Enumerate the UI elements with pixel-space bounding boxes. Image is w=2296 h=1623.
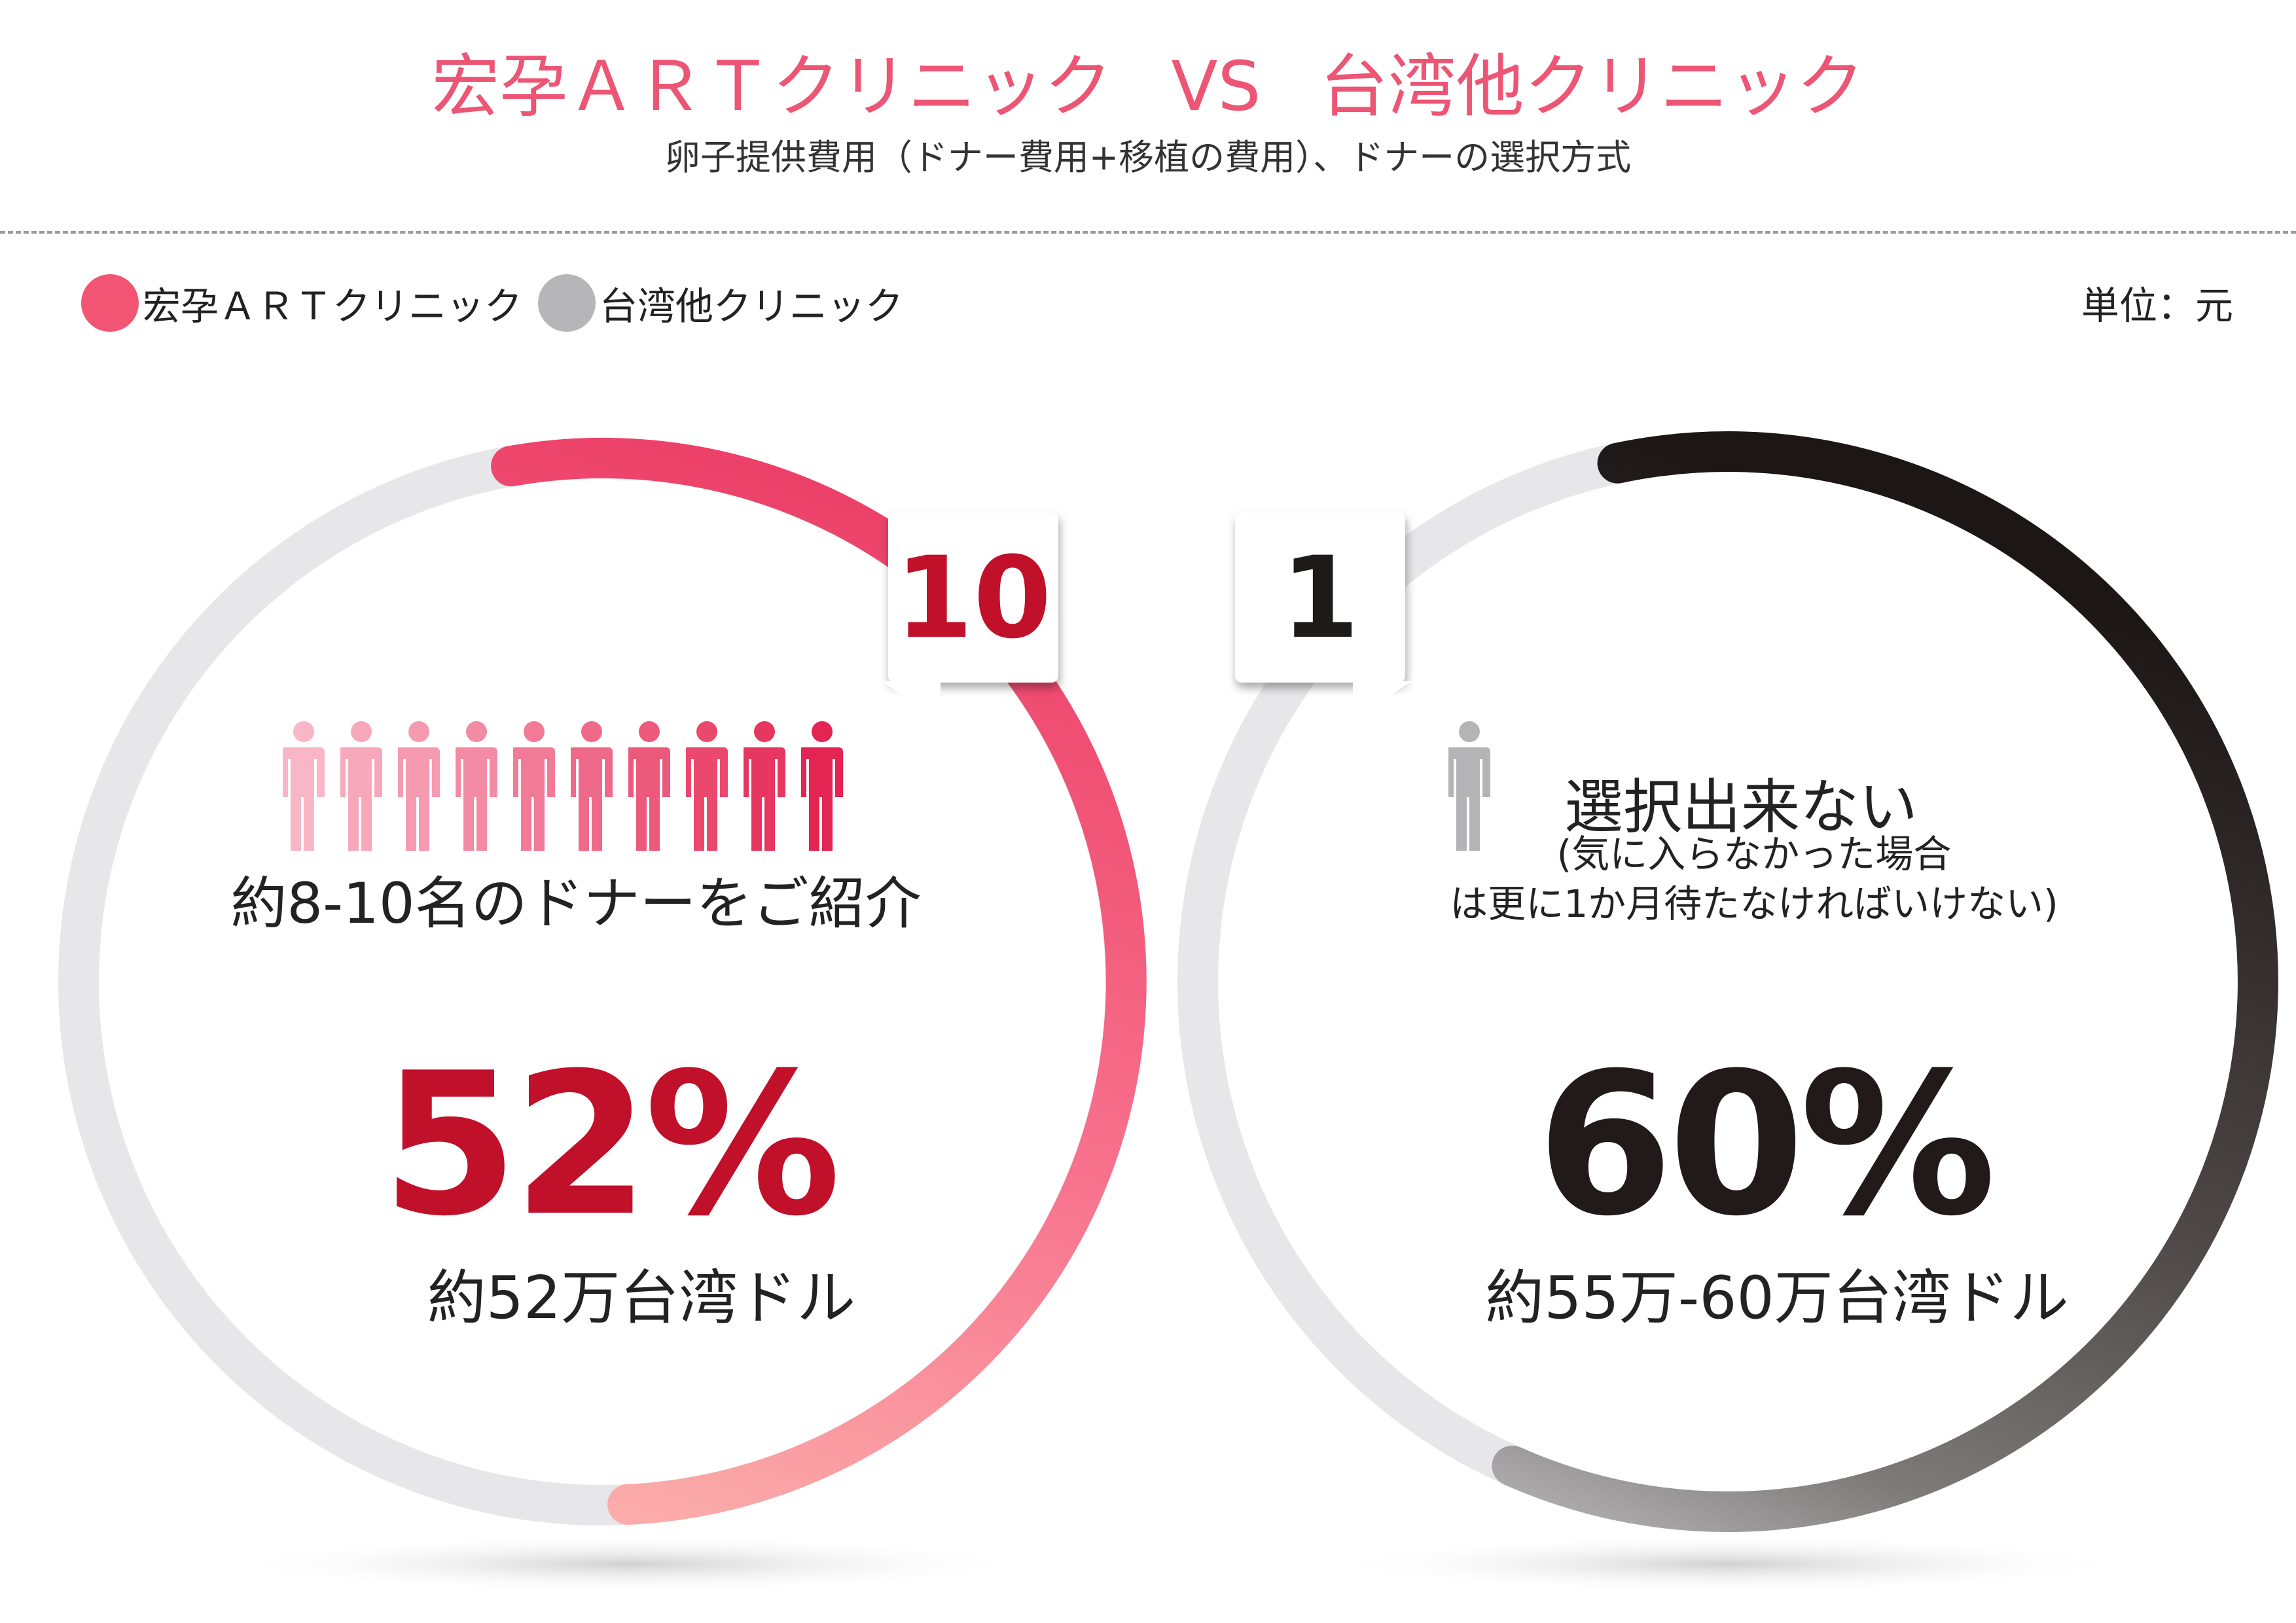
person-icon xyxy=(801,721,843,851)
left-ring-progress-arc xyxy=(491,437,1147,1525)
page-subtitle: 卵子提供費用（ドナー費用+移植の費用）、ドナーの選択方式 xyxy=(664,137,1632,178)
right-percentage: 60% xyxy=(1536,1031,1996,1259)
legend-label-hongyun: 宏孕ＡＲＴクリニック xyxy=(143,284,523,329)
left-donor-note: 約8-10名のドナーをご紹介 xyxy=(230,871,922,936)
person-icon xyxy=(628,721,670,851)
right-ring-progress-arc xyxy=(1492,431,2278,1532)
legend-label-other: 台湾他クリニック xyxy=(600,284,904,329)
left-donor-people-icons xyxy=(283,721,843,851)
left-amount: 約52万台湾ドル xyxy=(427,1264,856,1332)
dashed-divider xyxy=(0,231,2296,234)
page-title: 宏孕ＡＲＴクリニック VS 台湾他クリニック xyxy=(0,46,2296,128)
right-note-title: 選択出来ない xyxy=(1564,773,1918,842)
left-ring-shadow xyxy=(223,1535,1034,1594)
legend-dot-pink-icon xyxy=(81,274,139,332)
right-donor-count-callout: 1 xyxy=(1235,512,1412,721)
left-donor-count-callout: 10 xyxy=(882,512,1058,721)
legend-item-hongyun: 宏孕ＡＲＴクリニック xyxy=(81,274,522,332)
title-left-clinic: 宏孕ＡＲＴクリニック xyxy=(431,46,1113,126)
person-icon xyxy=(686,721,728,851)
person-icon xyxy=(283,721,325,851)
title-vs: VS xyxy=(1171,46,1261,126)
person-icon xyxy=(340,721,382,851)
person-icon xyxy=(744,721,785,851)
right-note-line1: (気に入らなかった場合 xyxy=(1556,832,1952,876)
person-icon xyxy=(398,721,440,851)
right-note-line2: は更に1か月待たなければいけない) xyxy=(1450,882,2058,926)
right-donor-count: 1 xyxy=(1281,531,1359,664)
legend-dot-gray-icon xyxy=(538,274,596,332)
legend: 宏孕ＡＲＴクリニック 台湾他クリニック xyxy=(81,272,919,334)
left-percentage: 52% xyxy=(381,1031,841,1259)
right-amount: 約55万-60万台湾ドル xyxy=(1485,1264,2069,1332)
legend-item-other: 台湾他クリニック xyxy=(538,274,903,332)
left-donor-count: 10 xyxy=(895,531,1052,664)
person-icon xyxy=(513,721,555,851)
unit-label: 単位：元 xyxy=(2081,283,2233,328)
right-ring-shadow xyxy=(1322,1535,2134,1594)
person-icon xyxy=(571,721,613,851)
title-right-clinic: 台湾他クリニック xyxy=(1319,46,1865,126)
person-icon xyxy=(456,721,497,851)
